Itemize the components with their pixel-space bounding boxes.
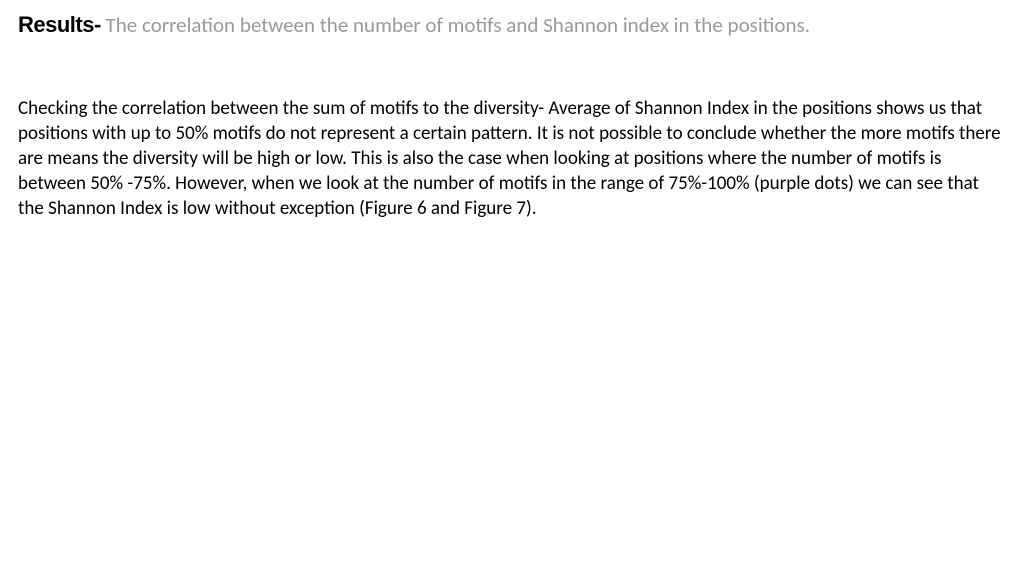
slide-header: Results- The correlation between the num… bbox=[18, 12, 1006, 38]
body-paragraph: Checking the correlation between the sum… bbox=[18, 96, 1006, 221]
header-label: Results- bbox=[18, 12, 101, 37]
header-subtitle: The correlation between the number of mo… bbox=[101, 12, 810, 38]
